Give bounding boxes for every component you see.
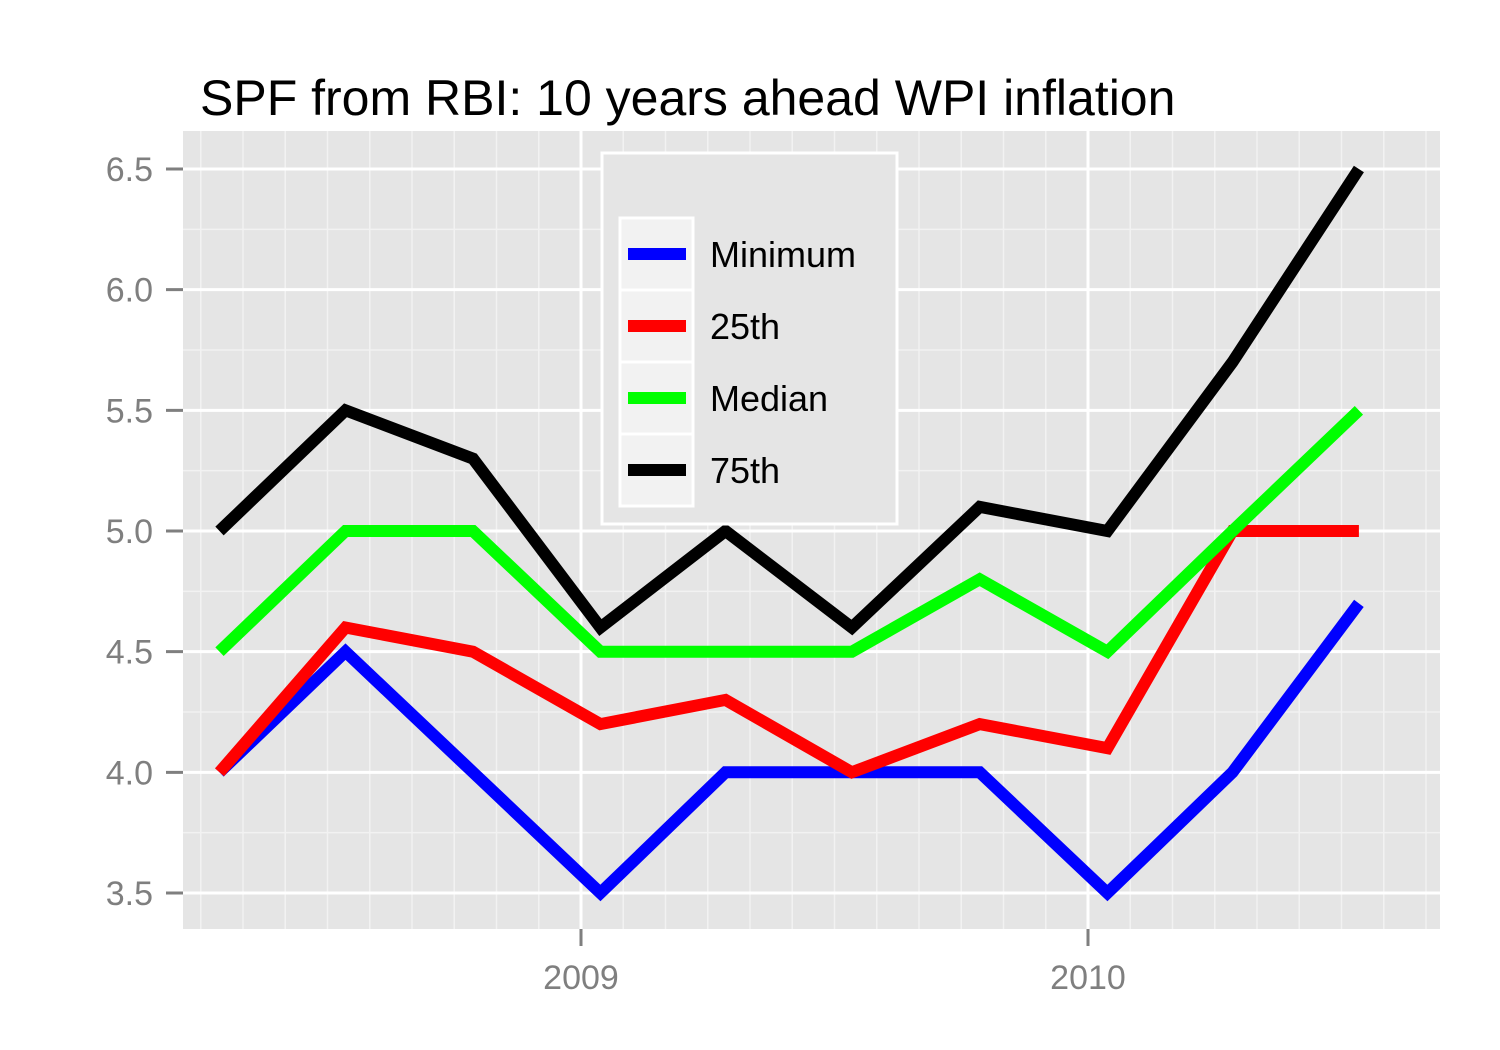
y-tick-label: 5.5	[106, 392, 153, 430]
legend-label-75th: 75th	[710, 450, 780, 491]
legend: Minimum 25th Median 75th	[600, 151, 899, 526]
y-tick-label: 6.5	[106, 151, 153, 189]
y-tick-label: 4.0	[106, 754, 153, 792]
y-tick-label: 6.0	[106, 272, 153, 310]
legend-label-25th: 25th	[710, 306, 780, 347]
y-tick-label: 4.5	[106, 634, 153, 672]
y-tick-label: 5.0	[106, 513, 153, 551]
legend-label-median: Median	[710, 378, 828, 419]
series-line-median	[215, 405, 1364, 660]
series-line-75th	[215, 165, 1364, 636]
x-tick-label: 2009	[543, 959, 619, 997]
y-tick-label: 3.5	[106, 875, 153, 913]
axis-ticks	[166, 167, 1090, 946]
series-line-minimum	[215, 599, 1364, 902]
series-line-25th	[214, 525, 1359, 779]
series-lines	[214, 165, 1364, 902]
legend-label-minimum: Minimum	[710, 234, 856, 275]
chart-title: SPF from RBI: 10 years ahead WPI inflati…	[200, 70, 1175, 126]
x-axis-tick-labels: 2009 2010	[543, 959, 1126, 997]
y-axis-tick-labels: 3.5 4.0 4.5 5.0 5.5 6.0 6.5	[106, 151, 153, 913]
x-tick-label: 2010	[1050, 959, 1126, 997]
